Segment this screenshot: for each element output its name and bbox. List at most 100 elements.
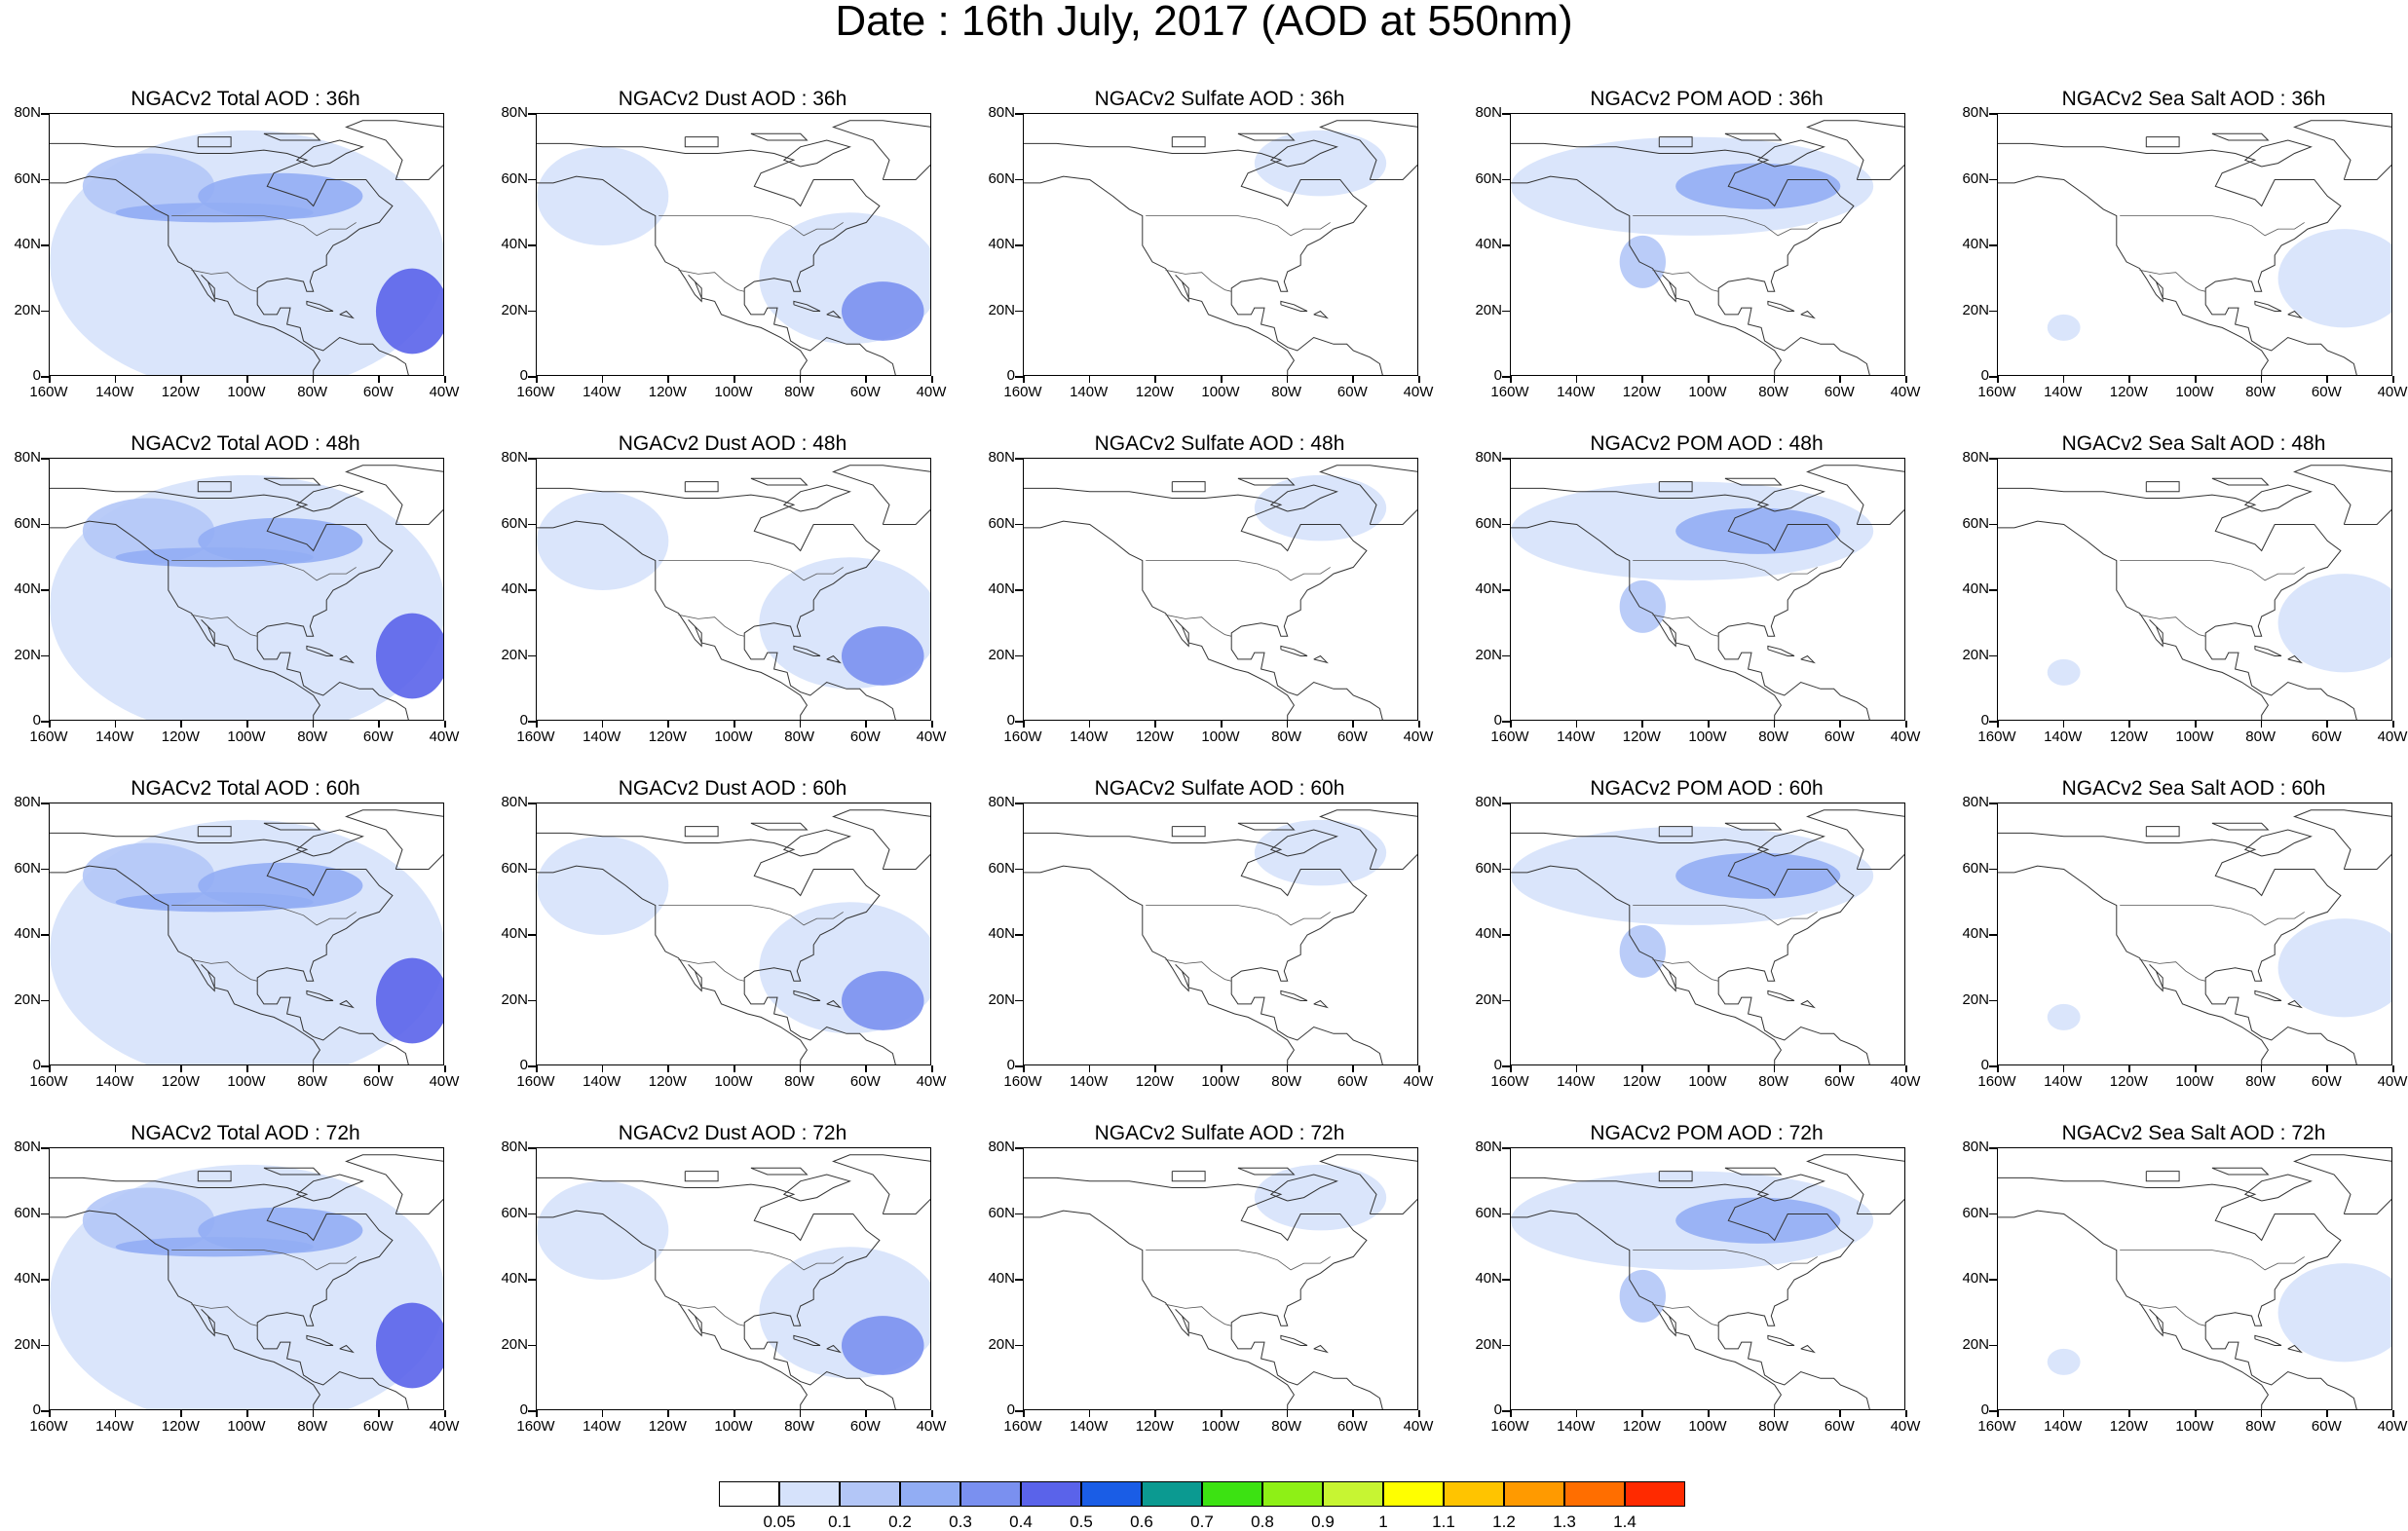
- lat-tick-label: 0: [1006, 712, 1015, 728]
- lat-tick: [1502, 113, 1510, 115]
- coastline: [339, 654, 355, 664]
- aod-field-map: [1511, 120, 1904, 375]
- lat-tick-label: 40N: [988, 580, 1015, 597]
- lon-tick-label: 160W: [1977, 384, 2016, 400]
- map-panel-seasalt-48h: NGACv2 Sea Salt AOD : 48h 80N 60N 40N 20N 0 16…: [1950, 432, 2408, 777]
- lat-tick: [1989, 1147, 1997, 1149]
- lon-tick-label: 40W: [429, 1073, 460, 1090]
- lat-tick-label: 0: [32, 1057, 41, 1073]
- lon-tick-label: 160W: [29, 1418, 68, 1435]
- lat-tick-label: 40N: [1962, 1270, 1989, 1287]
- lon-tick: [667, 1065, 669, 1072]
- lon-tick-label: 120W: [2109, 728, 2148, 745]
- panel-title: NGACv2 Sea Salt AOD : 36h: [2061, 88, 2326, 110]
- lat-tick-label: 60N: [988, 859, 1015, 877]
- lon-tick-label: 120W: [648, 384, 687, 400]
- colorbar-label: 0.5: [1070, 1512, 1093, 1531]
- aod-field-map: [1024, 809, 1417, 1064]
- lat-tick: [1015, 868, 1023, 870]
- lat-tick: [528, 934, 536, 936]
- lat-tick: [1502, 523, 1510, 525]
- lon-tick-label: 40W: [1403, 728, 1434, 745]
- lon-tick-label: 40W: [1403, 1418, 1434, 1435]
- lon-tick: [1154, 376, 1156, 383]
- lat-tick: [1989, 1213, 1997, 1214]
- lat-tick: [528, 1213, 536, 1214]
- lon-tick-label: 60W: [362, 1073, 394, 1090]
- lon-tick-label: 160W: [1003, 384, 1042, 400]
- coastline: [197, 136, 232, 148]
- lon-tick: [1575, 1410, 1578, 1417]
- lat-tick-label: 20N: [988, 990, 1015, 1008]
- coastline: [263, 132, 321, 141]
- lon-tick-label: 100W: [227, 1073, 266, 1090]
- lon-tick: [2062, 376, 2065, 383]
- coastline: [197, 1171, 232, 1182]
- lon-tick-label: 60W: [849, 1418, 881, 1435]
- lon-tick: [799, 376, 802, 383]
- lat-tick-label: 40N: [1475, 925, 1502, 942]
- lon-tick-label: 40W: [429, 384, 460, 400]
- lat-tick: [41, 310, 49, 312]
- coastline: [1237, 132, 1296, 141]
- lat-tick: [1502, 458, 1510, 460]
- coastline: [345, 809, 443, 870]
- lon-tick: [1352, 376, 1354, 383]
- lon-tick: [1510, 376, 1512, 383]
- map-panel-pom-60h: NGACv2 POM AOD : 60h 80N 60N 40N 20N 0 160W 140…: [1463, 777, 1950, 1122]
- lat-tick: [1502, 1344, 1510, 1346]
- lon-tick-label: 40W: [916, 728, 947, 745]
- lon-tick-label: 140W: [2044, 1073, 2083, 1090]
- lon-tick: [1286, 1065, 1289, 1072]
- lat-tick-label: 40N: [1962, 236, 1989, 252]
- coastline: [793, 1334, 821, 1346]
- country-border: [191, 958, 258, 982]
- country-border: [191, 614, 258, 637]
- coastline: [832, 120, 930, 180]
- lon-tick: [1641, 376, 1643, 383]
- lat-tick-label: 0: [519, 712, 528, 728]
- lon-tick-label: 160W: [1003, 1073, 1042, 1090]
- coastline: [2243, 1174, 2313, 1202]
- aod-shaded-region: [1675, 163, 1841, 209]
- lon-tick: [2326, 1065, 2328, 1072]
- coastline: [1511, 832, 1870, 1064]
- colorbar-swatch: [719, 1481, 779, 1507]
- lon-tick: [601, 1410, 604, 1417]
- coastline: [1724, 132, 1783, 141]
- coastline: [263, 477, 321, 486]
- coastline: [1511, 142, 1870, 375]
- lon-tick-label: 80W: [1758, 1418, 1789, 1435]
- lat-tick: [1989, 523, 1997, 525]
- lon-tick: [734, 1065, 735, 1072]
- lon-tick: [2260, 1065, 2263, 1072]
- lat-tick-label: 20N: [1475, 646, 1502, 663]
- panel-title: NGACv2 POM AOD : 36h: [1590, 88, 1824, 110]
- lat-tick: [1502, 1410, 1510, 1412]
- lon-tick: [2128, 721, 2130, 728]
- map-panel-total-48h: NGACv2 Total AOD : 48h 80N 60N 40N 20N 0 160W 1…: [2, 432, 489, 777]
- lon-tick: [114, 721, 117, 728]
- lat-tick: [1015, 721, 1023, 723]
- lat-tick: [41, 721, 49, 723]
- lon-tick-label: 60W: [362, 384, 394, 400]
- lon-tick-label: 80W: [1271, 1073, 1302, 1090]
- aod-shaded-region: [82, 842, 215, 909]
- coastline: [750, 477, 809, 486]
- lon-tick-label: 80W: [784, 384, 815, 400]
- coastline: [1024, 832, 1383, 1064]
- coastline: [793, 645, 821, 656]
- lat-tick-label: 40N: [1962, 925, 1989, 942]
- lon-tick: [1418, 1410, 1420, 1417]
- lon-tick-label: 120W: [648, 1418, 687, 1435]
- aod-shaded-region: [2047, 1348, 2081, 1375]
- lon-tick-label: 120W: [161, 1073, 200, 1090]
- country-border: [1146, 1250, 1331, 1271]
- lon-tick-label: 140W: [583, 1073, 621, 1090]
- country-border: [2139, 269, 2206, 292]
- lat-tick: [41, 1065, 49, 1067]
- lat-tick: [1989, 1410, 1997, 1412]
- coastline: [782, 1174, 851, 1202]
- lon-tick: [1154, 721, 1156, 728]
- lat-tick: [41, 178, 49, 180]
